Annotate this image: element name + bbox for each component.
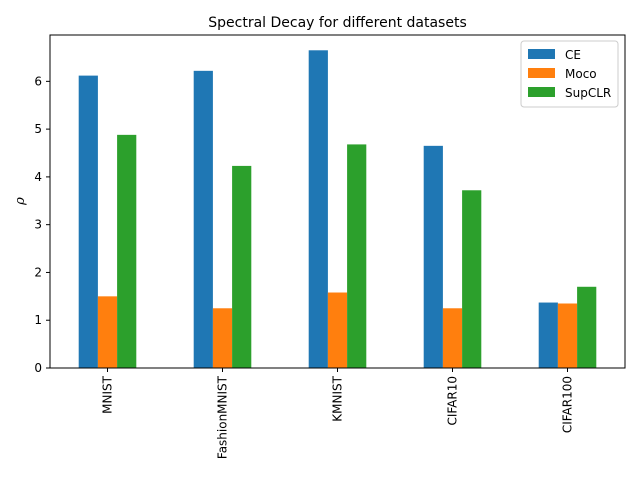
x-axis-ticks: MNIST FashionMNIST KMNIST CIFAR10 CIFAR100 <box>101 368 575 459</box>
bar-moco-mnist <box>97 296 118 368</box>
legend-swatch-supclr <box>528 87 555 97</box>
bar-moco-fashionmnist <box>212 308 233 368</box>
y-tick-label: 0 <box>34 361 42 375</box>
legend: CE Moco SupCLR <box>520 40 619 108</box>
legend-swatch-ce <box>528 49 555 59</box>
bar-ce-fashionmnist <box>193 70 213 368</box>
bar-group <box>78 50 597 369</box>
bar-supclr-cifar10 <box>462 190 482 368</box>
x-tick-label: CIFAR100 <box>561 376 575 433</box>
y-tick-label: 4 <box>34 170 42 184</box>
bar-ce-cifar10 <box>423 145 443 368</box>
bar-supclr-cifar100 <box>577 286 597 368</box>
legend-label-moco: Moco <box>565 67 597 81</box>
x-tick-label: KMNIST <box>331 375 345 421</box>
bar-supclr-kmnist <box>347 144 367 368</box>
bar-ce-mnist <box>78 75 98 369</box>
plot-frame <box>49 34 626 369</box>
bar-supclr-mnist <box>117 134 137 368</box>
bar-ce-cifar100 <box>538 302 558 368</box>
y-tick-label: 3 <box>34 218 42 232</box>
legend-label-supclr: SupCLR <box>565 86 611 100</box>
x-tick-label: CIFAR10 <box>446 376 460 426</box>
x-tick-label: FashionMNIST <box>216 375 230 459</box>
legend-label-ce: CE <box>565 48 581 62</box>
y-axis-label: ρ <box>13 197 28 206</box>
bar-moco-kmnist <box>327 292 348 368</box>
y-tick-label: 5 <box>34 122 42 136</box>
y-axis-ticks: 0 1 2 3 4 5 6 <box>34 74 50 375</box>
x-tick-label: MNIST <box>101 375 115 413</box>
chart-title: Spectral Decay for different datasets <box>208 15 467 31</box>
y-tick-label: 1 <box>34 313 42 327</box>
legend-swatch-moco <box>528 68 555 78</box>
bar-moco-cifar10 <box>442 308 463 368</box>
y-tick-label: 2 <box>34 265 42 279</box>
bar-moco-cifar100 <box>557 303 578 368</box>
bar-supclr-fashionmnist <box>232 165 252 368</box>
bar-ce-kmnist <box>308 50 328 368</box>
y-tick-label: 6 <box>34 74 42 88</box>
